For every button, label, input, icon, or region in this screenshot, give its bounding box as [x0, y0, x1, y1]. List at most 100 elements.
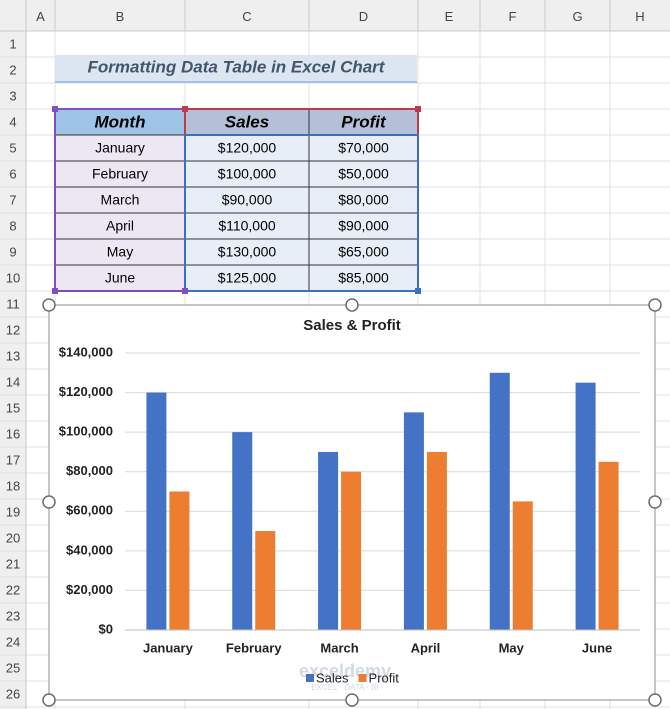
- column-header-bar: [0, 0, 670, 31]
- table-cell-text: $50,000: [338, 166, 389, 182]
- row-header: 12: [6, 322, 20, 337]
- watermark-brand: exceldemy: [299, 661, 391, 681]
- y-tick-label: $80,000: [66, 463, 113, 478]
- bar: [575, 382, 596, 630]
- y-tick-label: $140,000: [59, 344, 113, 359]
- row-header: 2: [9, 62, 16, 77]
- table-header-cell: [54, 108, 186, 136]
- row-header: 26: [6, 686, 20, 701]
- y-tick-label: $120,000: [59, 384, 113, 399]
- column-header: H: [635, 9, 644, 24]
- row-header-bar: [0, 31, 26, 709]
- table-cell-text: $80,000: [338, 192, 389, 208]
- row-header: 5: [9, 140, 16, 155]
- bar: [341, 471, 362, 630]
- row-header: 15: [6, 400, 20, 415]
- table-cell-text: $100,000: [218, 166, 277, 182]
- x-tick-label: April: [411, 640, 441, 655]
- table-cell-text: $120,000: [218, 140, 277, 156]
- row-header: 11: [6, 296, 20, 311]
- y-tick-label: $100,000: [59, 424, 113, 439]
- row-header: 14: [6, 374, 20, 389]
- column-header: B: [116, 9, 125, 24]
- range-highlight: [184, 134, 419, 292]
- resize-handle: [648, 495, 662, 509]
- table-cell: [184, 264, 310, 292]
- bar: [403, 412, 424, 630]
- row-header: 22: [6, 582, 20, 597]
- table-header: Profit: [341, 112, 387, 131]
- resize-handle: [42, 495, 56, 509]
- column-header: E: [445, 9, 454, 24]
- y-tick-label: $0: [99, 621, 113, 636]
- table-cell-text: $90,000: [222, 192, 273, 208]
- resize-handle: [345, 298, 359, 312]
- bar: [169, 491, 190, 630]
- table-cell: [308, 134, 419, 162]
- column-header: G: [572, 9, 582, 24]
- row-header: 8: [9, 218, 16, 233]
- table-cell-text: $85,000: [338, 270, 389, 286]
- row-header: 3: [9, 88, 16, 103]
- table-cell-text: March: [101, 192, 140, 208]
- bar: [318, 451, 339, 630]
- row-header: 4: [9, 114, 16, 129]
- row-header: 20: [6, 530, 20, 545]
- column-header: A: [36, 9, 45, 24]
- y-tick-label: $60,000: [66, 503, 113, 518]
- bar: [232, 432, 253, 630]
- row-header: 24: [6, 634, 20, 649]
- row-header: 16: [6, 426, 20, 441]
- table-cell-text: January: [95, 140, 145, 156]
- table-cell: [54, 186, 186, 214]
- row-header: 23: [6, 608, 20, 623]
- row-header: 10: [6, 270, 20, 285]
- resize-handle: [42, 693, 56, 707]
- x-tick-label: May: [499, 640, 525, 655]
- table-cell-text: May: [107, 244, 133, 260]
- title-cell: [55, 55, 417, 81]
- table-cell-text: February: [92, 166, 148, 182]
- row-header: 21: [6, 556, 20, 571]
- legend-label: Sales: [316, 670, 349, 685]
- row-header: 6: [9, 166, 16, 181]
- range-handle: [182, 106, 188, 112]
- table-cell: [54, 160, 186, 188]
- x-tick-label: March: [320, 640, 358, 655]
- column-header: F: [509, 9, 517, 24]
- range-handle: [52, 288, 58, 294]
- y-tick-label: $40,000: [66, 542, 113, 557]
- x-tick-label: January: [143, 640, 194, 655]
- range-handle: [52, 106, 58, 112]
- resize-handle: [648, 693, 662, 707]
- table-cell: [184, 186, 310, 214]
- column-header: D: [359, 9, 368, 24]
- x-tick-label: February: [226, 640, 282, 655]
- table-header: Sales: [225, 112, 269, 131]
- bar: [512, 501, 533, 630]
- resize-handle: [345, 693, 359, 707]
- row-header: 13: [6, 348, 20, 363]
- table-header-cell: [308, 108, 419, 136]
- bar: [426, 451, 447, 630]
- resize-handle: [42, 298, 56, 312]
- row-header: 18: [6, 478, 20, 493]
- chart-title: Sales & Profit: [303, 317, 401, 334]
- table-header: Month: [95, 112, 146, 131]
- bar: [255, 531, 276, 630]
- table-cell: [308, 186, 419, 214]
- table-cell-text: $65,000: [338, 244, 389, 260]
- watermark-tagline: EXCEL · DATA · BI: [311, 683, 378, 692]
- row-header: 7: [9, 192, 16, 207]
- range-handle: [415, 288, 421, 294]
- table-cell-text: $130,000: [218, 244, 277, 260]
- row-header: 1: [9, 36, 16, 51]
- sheet-title: Formatting Data Table in Excel Chart: [88, 57, 386, 76]
- table-cell-text: $110,000: [218, 218, 276, 234]
- table-cell-text: $70,000: [338, 140, 389, 156]
- legend-swatch: [306, 674, 314, 682]
- legend-swatch: [358, 674, 367, 682]
- bar: [146, 392, 167, 630]
- bar: [489, 372, 510, 630]
